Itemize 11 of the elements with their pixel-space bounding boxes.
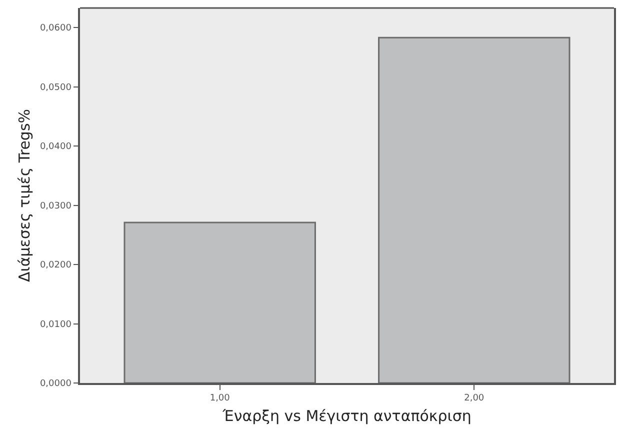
x-tick-label: 2,00 bbox=[464, 394, 484, 404]
y-tick-label: 0,0600 bbox=[40, 24, 72, 34]
y-tick-label: 0,0500 bbox=[40, 82, 72, 93]
y-tick-label: 0,0400 bbox=[40, 142, 72, 152]
x-tick-label: 1,00 bbox=[210, 394, 230, 404]
y-tick-label: 0,0000 bbox=[40, 379, 72, 390]
y-axis-title: Διάμεσες τιμές Tregs% bbox=[16, 108, 34, 282]
y-tick-label: 0,0100 bbox=[40, 320, 72, 330]
x-axis-title: Έναρξη vs Μέγιστη ανταπόκριση bbox=[222, 407, 472, 426]
y-tick-label: 0,0300 bbox=[40, 201, 72, 212]
y-tick-label: 0,0200 bbox=[40, 260, 72, 271]
